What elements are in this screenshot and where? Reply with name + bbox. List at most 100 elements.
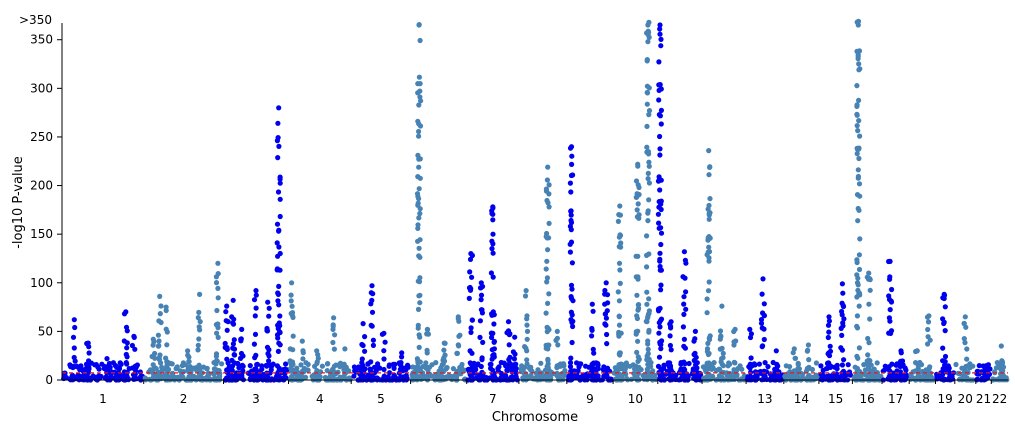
snp-point bbox=[277, 329, 283, 335]
snp-point bbox=[656, 330, 662, 336]
snp-point bbox=[839, 362, 846, 368]
snp-point bbox=[488, 330, 494, 336]
peak-point bbox=[692, 328, 699, 334]
snp-point bbox=[490, 274, 496, 280]
snp-point bbox=[150, 342, 156, 348]
snp-point bbox=[417, 375, 423, 381]
peak-point bbox=[299, 338, 305, 344]
snp-point bbox=[987, 366, 993, 372]
snp-point bbox=[274, 138, 280, 144]
snp-point bbox=[866, 340, 872, 346]
snp-point bbox=[656, 204, 662, 210]
snp-point bbox=[381, 348, 387, 354]
snp-point bbox=[370, 342, 376, 348]
snp-point bbox=[691, 367, 697, 373]
snp-point bbox=[70, 364, 76, 371]
snp-point bbox=[940, 316, 946, 322]
snp-point bbox=[615, 218, 622, 224]
snp-point bbox=[615, 367, 622, 373]
snp-point bbox=[645, 338, 651, 344]
snp-point bbox=[854, 123, 860, 129]
snp-point bbox=[834, 362, 840, 368]
snp-point bbox=[806, 357, 812, 363]
snp-point bbox=[457, 332, 463, 338]
snp-point bbox=[332, 332, 338, 338]
snp-point bbox=[231, 346, 238, 352]
snp-point bbox=[590, 308, 596, 314]
snp-point bbox=[416, 121, 422, 127]
x-tick-label-chr-11: 11 bbox=[672, 392, 687, 406]
snp-point bbox=[691, 338, 697, 344]
snp-point bbox=[377, 365, 383, 371]
snp-point bbox=[417, 94, 423, 100]
snp-point bbox=[645, 39, 651, 45]
snp-point bbox=[793, 372, 799, 378]
snp-point bbox=[252, 331, 259, 337]
snp-point bbox=[213, 274, 219, 280]
x-tick-label-chr-2: 2 bbox=[180, 392, 188, 406]
snp-point bbox=[868, 362, 874, 368]
snp-point bbox=[275, 298, 281, 304]
snp-point bbox=[276, 283, 282, 289]
y-tick-label: 0 bbox=[45, 373, 53, 387]
y-axis-ticks: 0 50 100 150 200 250 300 350 bbox=[30, 33, 62, 387]
snp-point bbox=[368, 301, 374, 307]
snp-point bbox=[324, 361, 331, 367]
snp-point bbox=[361, 367, 367, 374]
snp-point bbox=[265, 351, 271, 357]
snp-point bbox=[854, 102, 860, 108]
chromosome-6-points bbox=[409, 22, 468, 383]
snp-point bbox=[300, 368, 306, 374]
snp-point bbox=[490, 367, 496, 373]
peak-point bbox=[71, 317, 77, 323]
snp-point bbox=[874, 373, 880, 379]
snp-point bbox=[603, 315, 610, 321]
snp-point bbox=[478, 374, 485, 380]
chromosome-18-points bbox=[908, 313, 937, 383]
snp-point bbox=[818, 363, 824, 369]
snp-point bbox=[195, 315, 201, 321]
snp-point bbox=[569, 376, 575, 382]
snp-point bbox=[124, 345, 130, 351]
snp-point bbox=[425, 331, 431, 337]
snp-point bbox=[953, 361, 959, 368]
snp-point bbox=[861, 362, 867, 368]
snp-point bbox=[634, 292, 640, 298]
chromosome-3-points bbox=[222, 105, 290, 383]
snp-point bbox=[718, 333, 724, 339]
snp-point bbox=[589, 361, 595, 367]
snp-point bbox=[646, 296, 652, 302]
snp-point bbox=[705, 364, 711, 370]
snp-point bbox=[588, 370, 595, 376]
snp-point bbox=[718, 375, 724, 381]
snp-point bbox=[149, 353, 155, 360]
chromosome-13-points bbox=[744, 276, 786, 383]
snp-point bbox=[78, 363, 84, 369]
snp-point bbox=[416, 156, 422, 162]
snp-point bbox=[719, 356, 725, 362]
chromosome-4-points bbox=[287, 280, 353, 383]
peak-point bbox=[523, 288, 529, 294]
x-axis-title: Chromosome bbox=[492, 410, 578, 425]
snp-point bbox=[214, 358, 220, 364]
snp-point bbox=[513, 370, 519, 376]
snp-point bbox=[645, 170, 651, 176]
snp-point bbox=[658, 107, 665, 113]
peak-point bbox=[369, 283, 375, 289]
snp-point bbox=[417, 206, 423, 212]
snp-point bbox=[513, 361, 519, 367]
snp-point bbox=[524, 322, 530, 328]
peak-point bbox=[866, 270, 872, 276]
snp-point bbox=[589, 365, 595, 371]
snp-point bbox=[488, 361, 494, 367]
snp-point bbox=[105, 369, 111, 375]
peak-point bbox=[490, 204, 496, 210]
snp-point bbox=[489, 356, 495, 362]
snp-point bbox=[839, 347, 846, 353]
snp-point bbox=[621, 367, 627, 373]
snp-point bbox=[706, 360, 712, 366]
snp-point bbox=[319, 363, 325, 369]
snp-point bbox=[196, 364, 203, 370]
snp-point bbox=[276, 340, 282, 346]
snp-point bbox=[635, 253, 641, 259]
